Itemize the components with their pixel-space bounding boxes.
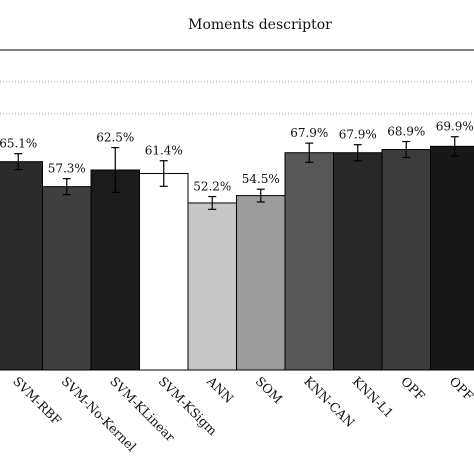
bars	[0, 145, 474, 371]
x-tick-label: OPF	[447, 374, 474, 404]
data-label: 68.9%	[387, 125, 425, 139]
x-tick-label: KNN-CAN	[301, 374, 358, 431]
bar	[333, 152, 383, 371]
x-tick-label: KNN-L1	[350, 374, 397, 421]
x-tick-label: ANN	[203, 373, 236, 406]
bar	[284, 152, 334, 371]
bar	[236, 195, 286, 371]
bar	[42, 186, 92, 371]
x-tick-label: OPF	[398, 374, 428, 404]
x-tick-label: SOM	[253, 374, 286, 407]
bar	[0, 161, 43, 371]
data-label: 62.5%	[96, 131, 134, 145]
data-label: 57.3%	[48, 162, 86, 176]
data-label: 52.2%	[193, 180, 231, 194]
gridlines	[0, 81, 474, 115]
data-label: 67.9%	[290, 126, 328, 140]
x-tick-labels: SVM-RBFSVM-No-KernelSVM-KLinearSVM-KSigm…	[10, 373, 474, 454]
data-label: 69.9%	[436, 120, 474, 134]
x-tick-label: SVM-RBF	[10, 374, 65, 429]
data-label: 61.4%	[145, 144, 183, 158]
data-label: 54.5%	[242, 172, 280, 186]
bar	[139, 173, 189, 371]
error-bars	[14, 136, 459, 210]
data-labels: 65.1% 57.3% 62.5% 61.4% 52.2% 54.5% 67.9% 67.9%…	[0, 120, 474, 194]
bar	[381, 149, 431, 371]
bar	[187, 202, 237, 371]
data-label: 67.9%	[339, 128, 377, 142]
bar	[90, 169, 140, 371]
data-label: 65.1%	[0, 137, 37, 151]
chart-title: Moments descriptor	[188, 17, 332, 33]
bar	[430, 145, 474, 371]
